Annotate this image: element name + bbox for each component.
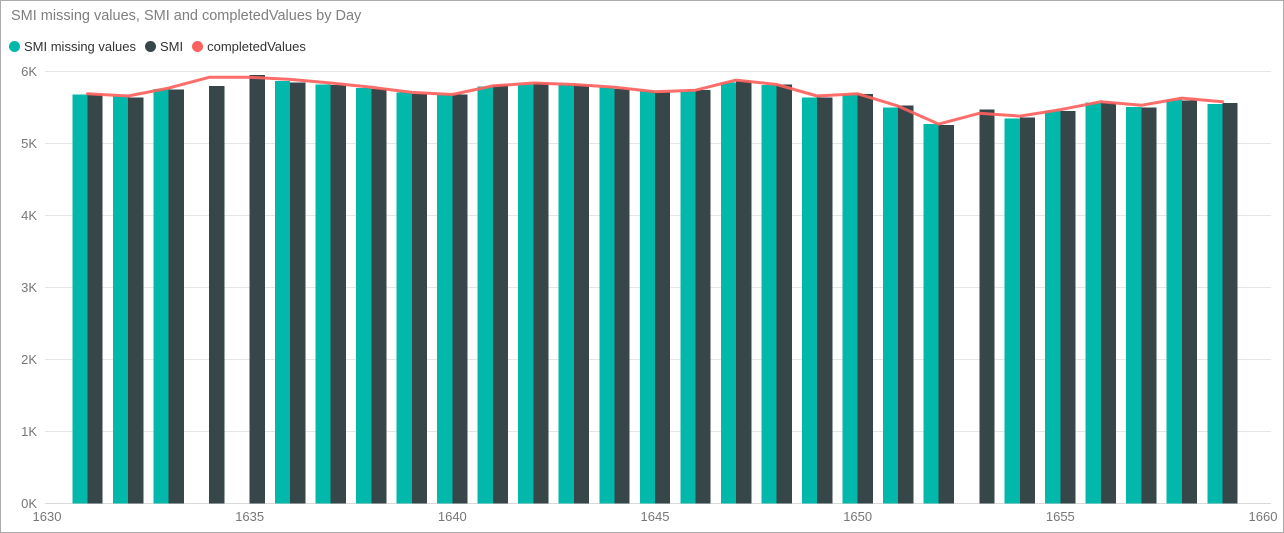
bar-smi-missing-values-1631[interactable] [72,94,88,504]
bar-smi-missing-values-1642[interactable] [518,84,534,504]
bar-smi-missing-values-1651[interactable] [883,107,899,504]
x-axis-tick-label: 1640 [438,509,467,524]
bar-smi-1656[interactable] [1100,103,1117,504]
chart-legend: SMI missing values SMI completedValues [9,39,315,54]
bar-smi-1640[interactable] [452,94,468,504]
bar-smi-missing-values-1640[interactable] [437,94,453,504]
x-axis-tick-label: 1660 [1249,509,1278,524]
bar-smi-missing-values-1655[interactable] [1045,110,1061,504]
bar-smi-missing-values-1648[interactable] [761,85,777,504]
x-axis-tick-label: 1635 [235,509,264,524]
y-axis-tick-label: 0K [21,496,37,511]
chart-title: SMI missing values, SMI and completedVal… [11,8,362,24]
line-completedvalues[interactable] [86,75,1224,126]
x-axis-tick-label: 1650 [843,509,872,524]
bar-smi-1659[interactable] [1222,103,1238,504]
bar-smi-1634[interactable] [209,85,225,504]
legend-item-label: SMI missing values [24,39,136,54]
bar-smi-1646[interactable] [695,90,711,504]
bar-smi-1650[interactable] [857,93,873,504]
bar-smi-1645[interactable] [655,92,671,504]
y-axis-tick-label: 1K [21,424,37,439]
bar-smi-1637[interactable] [330,85,346,504]
bar-smi-1631[interactable] [87,94,103,504]
bar-smi-missing-values-1652[interactable] [923,124,939,504]
x-axis-tick-label: 1645 [641,509,670,524]
bar-smi-1651[interactable] [898,105,914,504]
legend-circle-icon [144,41,156,52]
y-axis-tick-label: 2K [21,352,37,367]
bar-smi-1647[interactable] [736,80,752,504]
bar-smi-1644[interactable] [614,88,630,504]
y-axis-tick-label: 3K [21,280,37,295]
bar-smi-missing-values-1647[interactable] [720,82,737,504]
y-axis-tick-label: 6K [21,64,37,79]
y-axis-tick-label: 5K [21,136,37,151]
bar-smi-missing-values-1656[interactable] [1085,102,1101,504]
bar-smi-missing-values-1632[interactable] [112,96,129,504]
bar-smi-missing-values-1657[interactable] [1126,106,1142,504]
bar-smi-1633[interactable] [168,89,184,504]
bar-smi-1635[interactable] [249,75,265,504]
bar-smi-missing-values-1639[interactable] [396,92,412,504]
bar-smi-1657[interactable] [1141,107,1157,504]
bar-smi-missing-values-1654[interactable] [1004,118,1020,504]
legend-item-smi[interactable]: SMI [144,39,184,54]
bar-smi-1636[interactable] [290,82,306,504]
bar-smi-1638[interactable] [371,88,387,504]
bar-smi-missing-values-1659[interactable] [1207,103,1223,504]
bar-smi-missing-values-1641[interactable] [477,86,493,504]
bar-smi-missing-values-1645[interactable] [639,90,655,504]
bar-smi-missing-values-1658[interactable] [1166,99,1182,504]
legend-circle-icon [9,41,20,52]
bar-smi-1642[interactable] [533,83,549,504]
legend-item-smi-missing-values[interactable]: SMI missing values [9,39,136,54]
bar-smi-missing-values-1637[interactable] [315,84,331,504]
bar-smi-missing-values-1638[interactable] [356,88,372,504]
bar-smi-1653[interactable] [979,109,995,504]
x-axis-tick-label: 1655 [1046,509,1075,524]
legend-item-label: SMI [159,39,184,54]
bar-smi-missing-values-1650[interactable] [842,94,858,504]
bar-smi-missing-values-1649[interactable] [801,97,818,504]
bar-smi-1649[interactable] [817,97,833,504]
legend-item-label: completedValues [207,39,306,54]
bar-smi-missing-values-1643[interactable] [558,85,574,504]
bar-smi-1641[interactable] [492,85,509,504]
bar-smi-1632[interactable] [128,97,144,504]
bar-smi-1639[interactable] [411,93,427,504]
legend-circle-icon [192,41,204,52]
bar-smi-1652[interactable] [938,124,954,504]
bar-smi-1643[interactable] [573,85,590,504]
bar-smi-1648[interactable] [776,84,792,504]
bar-smi-missing-values-1636[interactable] [275,80,291,504]
bar-smi-missing-values-1644[interactable] [599,87,615,504]
bar-smi-1658[interactable] [1181,100,1198,504]
bar-smi-missing-values-1633[interactable] [153,88,169,504]
x-axis-tick-label: 1630 [33,509,62,524]
bar-smi-1655[interactable] [1060,111,1076,504]
y-axis-tick-label: 4K [21,208,37,223]
bar-smi-1654[interactable] [1019,117,1035,504]
legend-item-completedvalues[interactable]: completedValues [192,39,306,54]
bar-smi-missing-values-1646[interactable] [680,91,696,504]
